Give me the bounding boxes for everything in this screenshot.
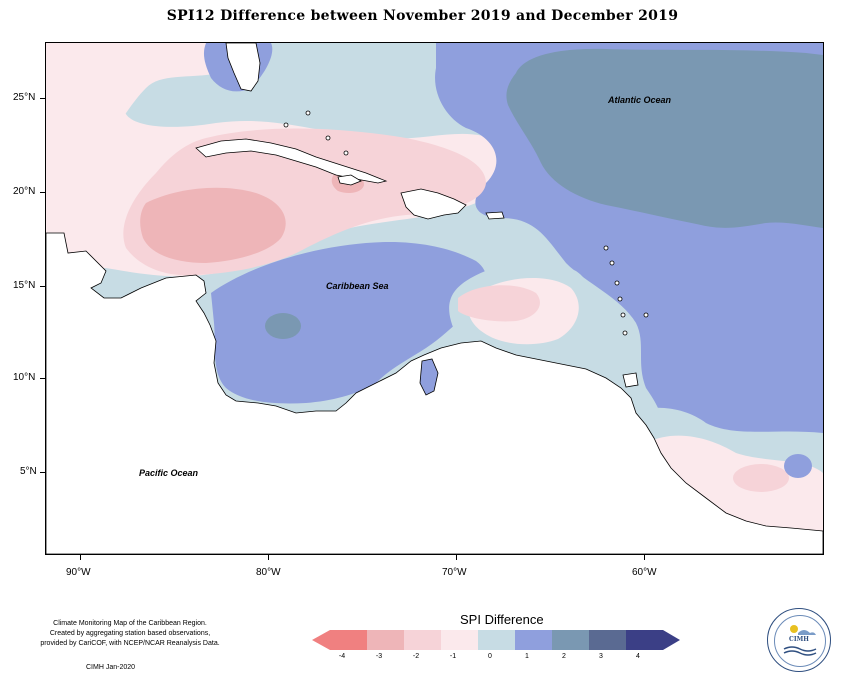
footer-credit: CIMH Jan-2020: [86, 664, 136, 671]
footer-note: Climate Monitoring Map of the Caribbean …: [30, 619, 230, 649]
island-antigua: [603, 245, 609, 251]
footer-note-line: Created by aggregating station based obs…: [49, 630, 211, 637]
contour-neg2-guianas: [733, 464, 789, 492]
lon-label-80w: 80°W: [256, 567, 281, 578]
legend-tick: 3: [599, 653, 603, 660]
contour-neg2-central: [458, 285, 540, 322]
contour-2-caribbean-pocket: [265, 313, 301, 339]
legend-swatch-0: [478, 630, 515, 650]
spi-map: [46, 43, 823, 554]
island-bahamas-1: [283, 122, 289, 128]
lat-tick-10n: [40, 378, 45, 379]
lat-tick-20n: [40, 192, 45, 193]
legend-swatch-m2: [404, 630, 441, 650]
lat-label-10n: 10°N: [13, 372, 36, 383]
map-panel: Atlantic Ocean Caribbean Sea Pacific Oce…: [45, 42, 824, 555]
legend-swatch-m1: [441, 630, 478, 650]
lon-label-70w: 70°W: [442, 567, 467, 578]
land-jamaica: [337, 174, 362, 186]
footer-note-line: Climate Monitoring Map of the Caribbean …: [53, 620, 207, 627]
land-puerto-rico: [485, 211, 505, 220]
island-guadeloupe: [609, 260, 615, 266]
lon-label-60w: 60°W: [632, 567, 657, 578]
contour-neg1-topleft: [46, 43, 251, 146]
land-hispaniola: [400, 188, 467, 220]
legend-swatch-3: [589, 630, 626, 650]
lon-label-90w: 90°W: [66, 567, 91, 578]
legend-title: SPI Difference: [460, 612, 544, 627]
lon-tick-90w: [80, 555, 81, 560]
legend-tick: -4: [338, 653, 346, 660]
island-bahamas-3: [325, 135, 331, 141]
legend-arrow-left: [312, 630, 330, 650]
legend-tick: 4: [636, 653, 640, 660]
atlantic-ocean-label: Atlantic Ocean: [608, 95, 672, 105]
island-grenada: [622, 330, 628, 336]
legend-tick: -3: [375, 653, 383, 660]
map-title: SPI12 Difference between November 2019 a…: [166, 8, 679, 24]
land-maracaibo-lake: [419, 358, 439, 396]
contour-1-guianas-pocket: [784, 454, 812, 478]
legend-swatch-m4: [330, 630, 367, 650]
legend-swatch-m3: [367, 630, 404, 650]
cimh-logo: CIMH: [767, 608, 831, 672]
caribbean-sea-label: Caribbean Sea: [326, 281, 389, 291]
legend-arrow-right: [663, 630, 680, 650]
lon-tick-80w: [268, 555, 269, 560]
lat-label-25n: 25°N: [13, 92, 36, 103]
land-florida: [225, 43, 261, 92]
land-layer: [46, 43, 823, 554]
footer-note-line: provided by CariCOF, with NCEP/NCAR Rean…: [40, 640, 220, 647]
lon-tick-60w: [644, 555, 645, 560]
logo-sun-icon: [783, 625, 817, 656]
island-bahamas-4: [343, 150, 349, 156]
legend-tick: 0: [488, 653, 492, 660]
lesser-antilles: [283, 110, 649, 336]
legend-swatch-1: [515, 630, 552, 650]
land-trinidad: [622, 372, 639, 388]
legend-colorbar: [312, 630, 680, 650]
island-bahamas-2: [305, 110, 311, 116]
lat-tick-25n: [40, 98, 45, 99]
logo-ring: [774, 615, 826, 667]
lon-tick-70w: [456, 555, 457, 560]
contour-neg3-yucatan: [140, 187, 286, 263]
lat-label-15n: 15°N: [13, 280, 36, 291]
land-central-america: [46, 232, 823, 554]
lat-label-20n: 20°N: [13, 186, 36, 197]
contour-1-caribbean: [211, 242, 487, 404]
land-cuba: [195, 138, 388, 184]
legend-tick: -1: [449, 653, 457, 660]
lat-tick-5n: [40, 472, 45, 473]
island-st-vincent: [620, 312, 626, 318]
pacific-ocean-label: Pacific Ocean: [139, 468, 199, 478]
legend-tick: 2: [562, 653, 566, 660]
lat-label-5n: 5°N: [20, 466, 37, 477]
island-barbados: [643, 312, 649, 318]
logo-text: CIMH: [789, 636, 809, 643]
island-martinique: [614, 280, 620, 286]
legend-swatch-2: [552, 630, 589, 650]
legend-swatch-4: [626, 630, 663, 650]
lat-tick-15n: [40, 286, 45, 287]
legend-tick: 1: [525, 653, 529, 660]
island-st-lucia: [617, 296, 623, 302]
contour-2-atlantic: [506, 48, 823, 228]
legend-tick: -2: [412, 653, 420, 660]
